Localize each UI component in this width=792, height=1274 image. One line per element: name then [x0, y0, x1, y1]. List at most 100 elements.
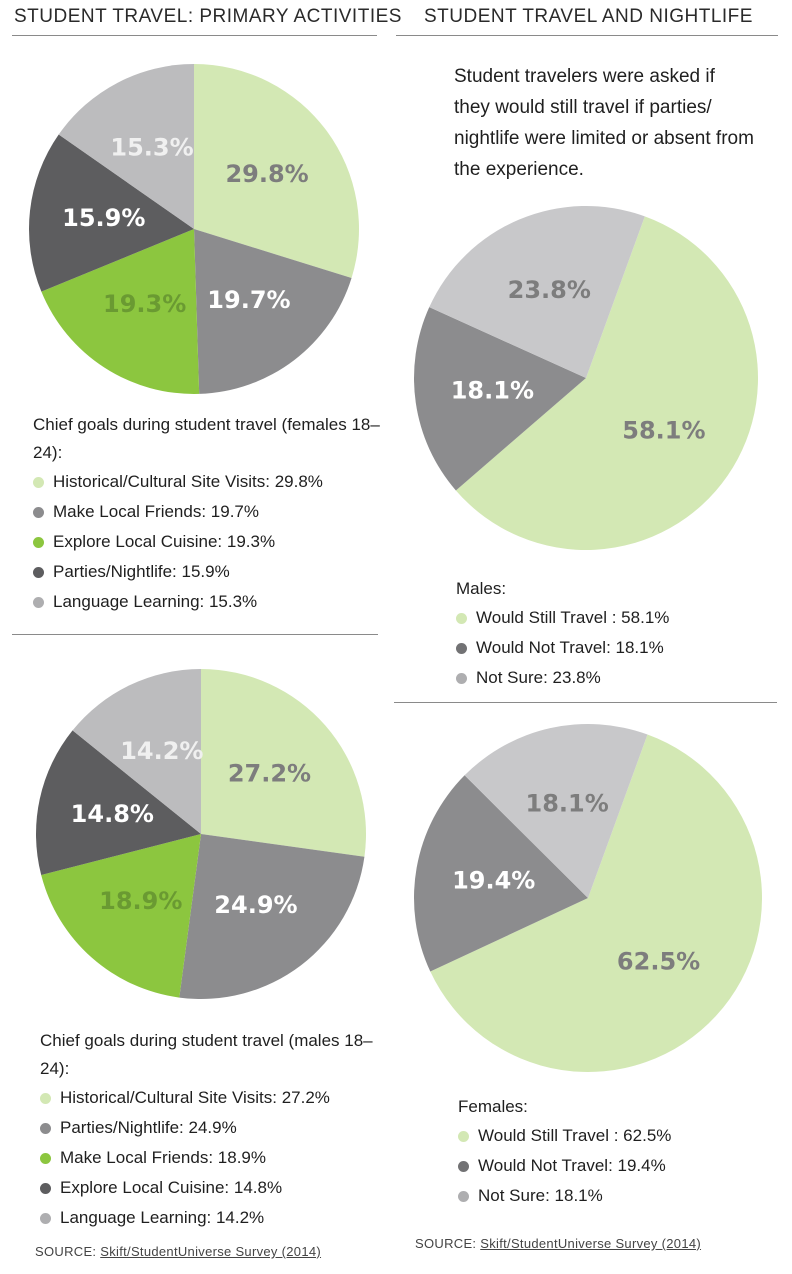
legend-males-nightlife: Males: Would Still Travel : 58.1% Would No…	[456, 575, 756, 693]
legend-male-goals: Chief goals during student travel (males…	[40, 1027, 390, 1233]
legend-female-goals: Chief goals during student travel (femal…	[33, 411, 383, 617]
legend-item: Explore Local Cuisine: 19.3%	[33, 527, 383, 557]
legend-label: Historical/Cultural Site Visits: 27.2%	[60, 1088, 330, 1107]
pie-slice-label: 19.7%	[207, 286, 290, 314]
legend-title: Chief goals during student travel (males…	[40, 1031, 373, 1078]
right-middle-rule	[394, 702, 777, 703]
legend-females-nightlife: Females: Would Still Travel : 62.5% Would …	[458, 1093, 758, 1211]
legend-label: Make Local Friends: 18.9%	[60, 1148, 266, 1167]
right-section-header: STUDENT TRAVEL AND NIGHTLIFE	[424, 6, 753, 27]
pie-slice-label: 18.9%	[99, 887, 182, 915]
legend-item: Not Sure: 18.1%	[458, 1181, 758, 1211]
legend-label: Explore Local Cuisine: 14.8%	[60, 1178, 283, 1197]
pie-slice	[194, 229, 352, 394]
pie-slice	[41, 834, 201, 998]
legend-dot-icon	[456, 612, 467, 624]
pie-slice-label: 19.4%	[452, 867, 535, 895]
legend-label: Would Still Travel : 58.1%	[476, 608, 670, 627]
legend-dot-icon	[40, 1092, 51, 1104]
legend-item: Historical/Cultural Site Visits: 29.8%	[33, 467, 383, 497]
pie-slice	[35, 730, 201, 876]
legend-dot-icon	[456, 672, 467, 684]
legend-dot-icon	[33, 566, 44, 578]
legend-label: Not Sure: 18.1%	[478, 1186, 603, 1205]
legend-dot-icon	[40, 1152, 51, 1164]
right-header-rule	[396, 35, 778, 36]
pie-slice	[414, 307, 586, 491]
legend-item: Language Learning: 14.2%	[40, 1203, 390, 1233]
pie-slice-label: 23.8%	[508, 276, 591, 304]
legend-label: Would Not Travel: 18.1%	[476, 638, 664, 657]
legend-item: Parties/Nightlife: 15.9%	[33, 557, 383, 587]
legend-dot-icon	[33, 506, 44, 518]
pie-slice-label: 24.9%	[214, 891, 297, 919]
legend-label: Parties/Nightlife: 24.9%	[60, 1118, 237, 1137]
legend-label: Historical/Cultural Site Visits: 29.8%	[53, 472, 323, 491]
source-right: SOURCE: Skift/StudentUniverse Survey (20…	[415, 1236, 701, 1251]
pie-slice	[58, 64, 194, 229]
pie-slice-label: 29.8%	[225, 160, 308, 188]
legend-dot-icon	[458, 1160, 469, 1172]
left-section-header: STUDENT TRAVEL: PRIMARY ACTIVITIES	[14, 6, 402, 27]
legend-label: Not Sure: 23.8%	[476, 668, 601, 687]
legend-item: Not Sure: 23.8%	[456, 663, 756, 693]
pie-slice-label: 18.1%	[526, 790, 609, 818]
source-left: SOURCE: Skift/StudentUniverse Survey (20…	[35, 1244, 321, 1259]
pie-slice	[201, 669, 366, 857]
legend-label: Explore Local Cuisine: 19.3%	[53, 532, 276, 551]
legend-dot-icon	[40, 1182, 51, 1194]
legend-item: Would Still Travel : 58.1%	[456, 603, 756, 633]
legend-title: Males:	[456, 579, 507, 598]
pie-slice-label: 15.3%	[110, 134, 193, 162]
legend-title: Chief goals during student travel (femal…	[33, 415, 380, 462]
pie-slice	[28, 134, 194, 292]
source-link[interactable]: Skift/StudentUniverse Survey (2014)	[480, 1236, 702, 1251]
legend-dot-icon	[33, 596, 44, 608]
pie-slice-label: 62.5%	[617, 948, 700, 976]
legend-item: Language Learning: 15.3%	[33, 587, 383, 617]
pie-slice-label: 27.2%	[228, 759, 311, 787]
legend-label: Language Learning: 14.2%	[60, 1208, 265, 1227]
pie-slice-label: 19.3%	[103, 290, 186, 318]
pie-slice	[414, 775, 588, 972]
legend-item: Would Still Travel : 62.5%	[458, 1121, 758, 1151]
legend-item: Make Local Friends: 19.7%	[33, 497, 383, 527]
legend-item: Make Local Friends: 18.9%	[40, 1143, 390, 1173]
pie-chart-males-nightlife: 58.1% 18.1% 23.8%	[414, 206, 758, 550]
legend-dot-icon	[458, 1190, 469, 1202]
legend-dot-icon	[40, 1122, 51, 1134]
legend-item: Would Not Travel: 18.1%	[456, 633, 756, 663]
pie-slice	[429, 206, 645, 378]
legend-label: Would Still Travel : 62.5%	[478, 1126, 672, 1145]
left-middle-rule	[12, 634, 378, 635]
pie-slice	[41, 229, 200, 394]
legend-label: Make Local Friends: 19.7%	[53, 502, 259, 521]
source-prefix: SOURCE:	[415, 1236, 481, 1251]
legend-label: Would Not Travel: 19.4%	[478, 1156, 666, 1175]
legend-label: Parties/Nightlife: 15.9%	[53, 562, 230, 581]
pie-slice-label: 18.1%	[451, 377, 534, 405]
legend-dot-icon	[40, 1212, 51, 1224]
legend-item: Explore Local Cuisine: 14.8%	[40, 1173, 390, 1203]
left-header-rule	[12, 35, 377, 36]
intro-text: Student travelers were asked if they wou…	[454, 66, 754, 180]
legend-dot-icon	[33, 536, 44, 548]
pie-slice-label: 14.2%	[120, 737, 203, 765]
source-prefix: SOURCE:	[35, 1244, 101, 1259]
legend-title: Females:	[458, 1097, 528, 1116]
pie-slice	[464, 724, 648, 898]
pie-slice-label: 15.9%	[62, 204, 145, 232]
legend-item: Would Not Travel: 19.4%	[458, 1151, 758, 1181]
legend-item: Parties/Nightlife: 24.9%	[40, 1113, 390, 1143]
legend-dot-icon	[456, 642, 467, 654]
legend-item: Historical/Cultural Site Visits: 27.2%	[40, 1083, 390, 1113]
pie-slice	[72, 669, 202, 834]
legend-label: Language Learning: 15.3%	[53, 592, 258, 611]
pie-chart-female-goals: 29.8% 19.7% 19.3% 15.9% 15.3%	[28, 64, 359, 394]
legend-dot-icon	[458, 1130, 469, 1142]
pie-slice	[179, 834, 365, 999]
legend-dot-icon	[33, 476, 44, 488]
pie-slice-label: 14.8%	[71, 800, 154, 828]
pie-slice	[455, 216, 758, 550]
source-link[interactable]: Skift/StudentUniverse Survey (2014)	[100, 1244, 322, 1259]
